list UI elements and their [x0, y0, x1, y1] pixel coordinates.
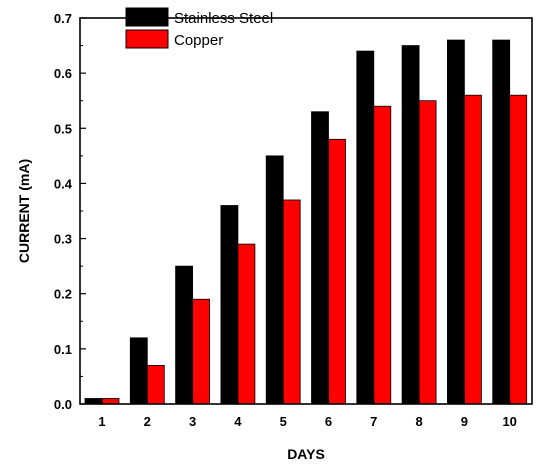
bar-copper-day-9: [463, 94, 482, 405]
x-tick-label: 5: [280, 414, 287, 429]
bar-copper-day-1: [101, 398, 120, 405]
y-axis-title: CURRENT (mA): [16, 159, 32, 263]
y-tick-label: 0.2: [54, 287, 72, 302]
x-tick-label: 4: [234, 414, 242, 429]
x-tick-label: 7: [370, 414, 377, 429]
bar-stainless-steel-day-8: [401, 45, 420, 405]
bar-stainless-steel-day-5: [265, 155, 284, 405]
x-tick-label: 2: [144, 414, 151, 429]
y-tick-label: 0.1: [54, 342, 72, 357]
bar-stainless-steel-day-9: [446, 39, 465, 405]
legend-label-copper: Copper: [174, 32, 223, 49]
bar-stainless-steel-day-7: [356, 50, 375, 405]
bar-copper-day-5: [282, 199, 301, 405]
bar-stainless-steel-day-6: [311, 111, 329, 405]
bar-copper-day-10: [509, 94, 528, 405]
ticks-group: 1 2 3 4 5 6 7 8 9 10 0.0 0.1 0.2 0.3 0.4 0.5 0.6 0.7: [54, 11, 517, 429]
bar-stainless-steel-day-1: [84, 398, 103, 405]
x-axis-title: DAYS: [287, 446, 325, 462]
legend-label-stainless-steel: Stainless Steel: [174, 10, 273, 27]
bar-stainless-steel-day-4: [220, 205, 239, 405]
legend-swatch-copper: [125, 29, 169, 49]
bar-copper-day-3: [192, 298, 211, 405]
bar-stainless-steel-day-10: [492, 39, 511, 405]
bar-stainless-steel-day-2: [129, 337, 148, 405]
bar-copper-day-4: [237, 243, 256, 405]
legend-swatch-stainless-steel: [125, 7, 169, 27]
y-tick-label: 0.4: [54, 176, 73, 191]
bar-copper-day-7: [373, 105, 392, 405]
x-tick-label: 9: [461, 414, 468, 429]
y-tick-label: 0.7: [54, 11, 72, 26]
bars-group: [84, 39, 528, 405]
x-tick-label: 8: [415, 414, 422, 429]
y-tick-label: 0.6: [54, 66, 72, 81]
legend: Stainless Steel Copper: [125, 7, 273, 49]
y-tick-label: 0.3: [54, 232, 72, 247]
plot-frame: [79, 17, 533, 405]
bar-stainless-steel-day-3: [175, 265, 194, 405]
y-tick-label: 0.5: [54, 121, 72, 136]
x-tick-label: 3: [189, 414, 196, 429]
x-tick-label: 6: [325, 414, 332, 429]
bar-copper-day-2: [146, 364, 165, 405]
y-tick-label: 0.0: [54, 397, 72, 412]
bar-copper-day-8: [418, 100, 437, 405]
x-tick-label: 10: [502, 414, 516, 429]
bar-copper-day-6: [328, 138, 346, 405]
x-tick-label: 1: [98, 414, 105, 429]
